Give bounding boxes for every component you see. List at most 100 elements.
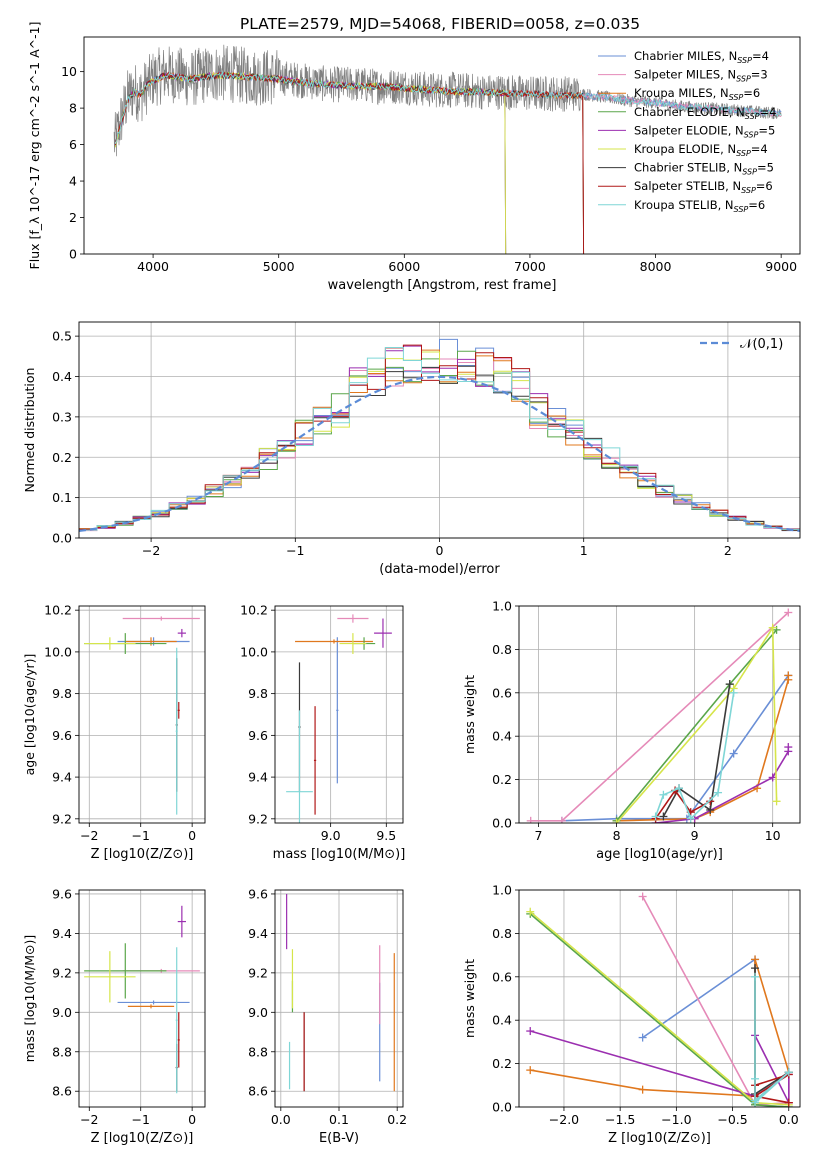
- mass_weight_vs_age-axes: 7 8 9 10 0.0 0.2 0.4 0.6 0.8 1.0 age [log10(age/yr…: [462, 599, 801, 862]
- x-tick-label: −2: [80, 828, 98, 843]
- y-tick-label: 9.8: [52, 686, 72, 701]
- legend-entry: Salpeter STELIB, NSSP=6: [634, 179, 773, 195]
- weight-marker: [784, 608, 793, 617]
- age_vs_Z-border: [78, 605, 206, 824]
- weight-marker: [659, 790, 668, 799]
- spectrum-plot-area: [113, 44, 782, 254]
- legend-entry: Kroupa ELODIE, NSSP=4: [634, 142, 768, 158]
- mass_weight_vs_age-border: [518, 605, 801, 824]
- weight-marker: [659, 812, 668, 821]
- spectrum-frame: 4000 5000 6000 7000 8000 9000 0 2 4 6 8 10 wavelengt…: [27, 22, 801, 293]
- weight-marker: [612, 819, 621, 823]
- x-tick-label: 8: [613, 828, 621, 843]
- weight-line: [654, 692, 735, 821]
- errorbar-kroupa-miles: [295, 639, 373, 644]
- weight-series-salpeter-miles: [526, 608, 793, 823]
- y-tick-label: 0.8: [492, 642, 512, 657]
- x-tick-label: −0.5: [717, 1112, 747, 1127]
- y-tick-label: 1.0: [492, 883, 512, 898]
- spectrum-xlabel: wavelength [Angstrom, rest frame]: [328, 278, 557, 293]
- mass_weight_vs_Z-border: [518, 889, 801, 1108]
- y-tick-label: 4: [69, 174, 77, 189]
- x-tick-label: 5000: [263, 259, 295, 274]
- y-tick-label: 9.2: [248, 811, 268, 826]
- legend-entry-normal: 𝒩(0,1): [740, 337, 783, 352]
- weight-series-kroupa-stelib: [751, 972, 793, 1107]
- mass_weight_vs_Z-ylabel: mass weight: [462, 959, 477, 1038]
- weight-line: [662, 683, 731, 817]
- spectrum-axes: 4000 5000 6000 7000 8000 9000 0 2 4 6 8 10 wavelengt…: [27, 22, 801, 293]
- residuals-ylabel: Normed distribution: [22, 368, 37, 493]
- weight-marker: [751, 972, 760, 981]
- figure-title: PLATE=2579, MJD=54068, FIBERID=0058, z=0…: [240, 15, 640, 33]
- errorbar-salpeter-elodie: [374, 618, 392, 648]
- residuals-plot-area: [79, 338, 800, 532]
- mass_weight_vs_Z-axes: −2.0 −1.5 −1.0 −0.5 0.0 0.0 0.2 0.4 0.6 0.8 1.0 Z […: [462, 883, 801, 1146]
- weight-marker: [751, 964, 760, 973]
- residuals-axes: −2 −1 0 1 2 0.0 0.1 0.2 0.3 0.4 0.5 (data-model)/er…: [22, 321, 801, 577]
- weight-marker: [526, 1027, 535, 1036]
- y-tick-label: 9.6: [52, 728, 72, 743]
- weight-marker: [784, 1068, 793, 1077]
- errorbar-salpeter-stelib: [177, 1012, 180, 1068]
- weight-marker: [651, 812, 660, 821]
- y-tick-label: 9.4: [52, 770, 72, 785]
- x-tick-label: 10: [765, 828, 781, 843]
- y-tick-label: 9.2: [52, 965, 72, 980]
- y-tick-label: 0.2: [492, 772, 512, 787]
- errorbar-kroupa-elodie: [84, 637, 136, 650]
- errorbar-kroupa-elodie: [339, 633, 367, 654]
- observed-spectrum: [113, 44, 782, 157]
- mass_vs_EBV-axes: 0.0 0.1 0.2 8.6 8.8 9.0 9.2 9.4 9.6 E(B-V): [248, 886, 407, 1146]
- y-tick-label: 0.4: [52, 369, 72, 384]
- x-tick-label: 9.5: [376, 828, 396, 843]
- x-tick-label: −1: [286, 543, 304, 558]
- spectrum-ylabel: Flux [f_λ 10^-17 erg cm^-2 s^-1 A^-1]: [27, 22, 42, 270]
- mass_weight_vs_age-ylabel: mass weight: [462, 675, 477, 754]
- x-tick-label: 1: [580, 543, 588, 558]
- weight-marker: [768, 623, 777, 632]
- legend-entry: Salpeter ELODIE, NSSP=5: [634, 123, 775, 139]
- weight-marker: [638, 1033, 647, 1042]
- weight-marker: [706, 805, 715, 814]
- errorbar-salpeter-elodie: [177, 628, 186, 638]
- errorbar-salpeter-miles: [337, 614, 369, 623]
- y-tick-label: 10.0: [240, 644, 268, 659]
- model-spectrum-kroupa-stelib: [114, 70, 782, 145]
- mass_weight_vs_age-xlabel: age [log10(age/yr)]: [596, 847, 723, 862]
- mass_vs_EBV-frame: 0.0 0.1 0.2 8.6 8.8 9.0 9.2 9.4 9.6 E(B-V): [248, 886, 407, 1146]
- y-tick-label: 0.6: [492, 969, 512, 984]
- x-tick-label: −2: [80, 1112, 98, 1127]
- y-tick-label: 8.8: [52, 1044, 72, 1059]
- y-tick-label: 0.0: [492, 816, 512, 831]
- weight-line: [615, 625, 778, 823]
- spectrum-border: [83, 36, 801, 255]
- weight-series-kroupa-stelib: [651, 688, 738, 823]
- y-tick-label: 9.6: [52, 886, 72, 901]
- age_vs_Z-axes: −2 −1 0 9.2 9.4 9.6 9.8 10.0 10.2 Z [log10(Z/Z⊙)]…: [22, 603, 206, 862]
- weight-marker: [729, 688, 738, 697]
- mass_vs_Z-xlabel: Z [log10(Z/Z⊙)]: [91, 1131, 194, 1146]
- mass_vs_Z-border: [78, 889, 206, 1108]
- y-tick-label: 9.0: [248, 1005, 268, 1020]
- x-tick-label: 0: [188, 1112, 196, 1127]
- x-tick-label: 6000: [388, 259, 420, 274]
- x-tick-label: −1.0: [661, 1112, 691, 1127]
- x-tick-label: 7000: [514, 259, 546, 274]
- y-tick-label: 0.2: [492, 1056, 512, 1071]
- x-tick-label: 0.0: [779, 1112, 799, 1127]
- y-tick-label: 9.4: [52, 926, 72, 941]
- weight-marker: [557, 816, 566, 823]
- legend-entry: Chabrier MILES, NSSP=4: [634, 49, 769, 65]
- weight-marker: [751, 1098, 760, 1107]
- y-tick-label: 9.8: [248, 686, 268, 701]
- mass_vs_Z-axes: −2 −1 0 8.6 8.8 9.0 9.2 9.4 9.6 Z [log10(Z/Z⊙)] ma…: [22, 886, 206, 1146]
- weight-marker: [784, 1098, 793, 1107]
- y-tick-label: 9.6: [248, 728, 268, 743]
- y-tick-label: 9.6: [248, 886, 268, 901]
- y-tick-label: 9.4: [248, 926, 268, 941]
- errorbar-kroupa-miles: [125, 637, 177, 646]
- errorbar-salpeter-miles: [122, 616, 200, 621]
- x-tick-label: 0.1: [329, 1112, 349, 1127]
- weight-marker: [714, 788, 723, 797]
